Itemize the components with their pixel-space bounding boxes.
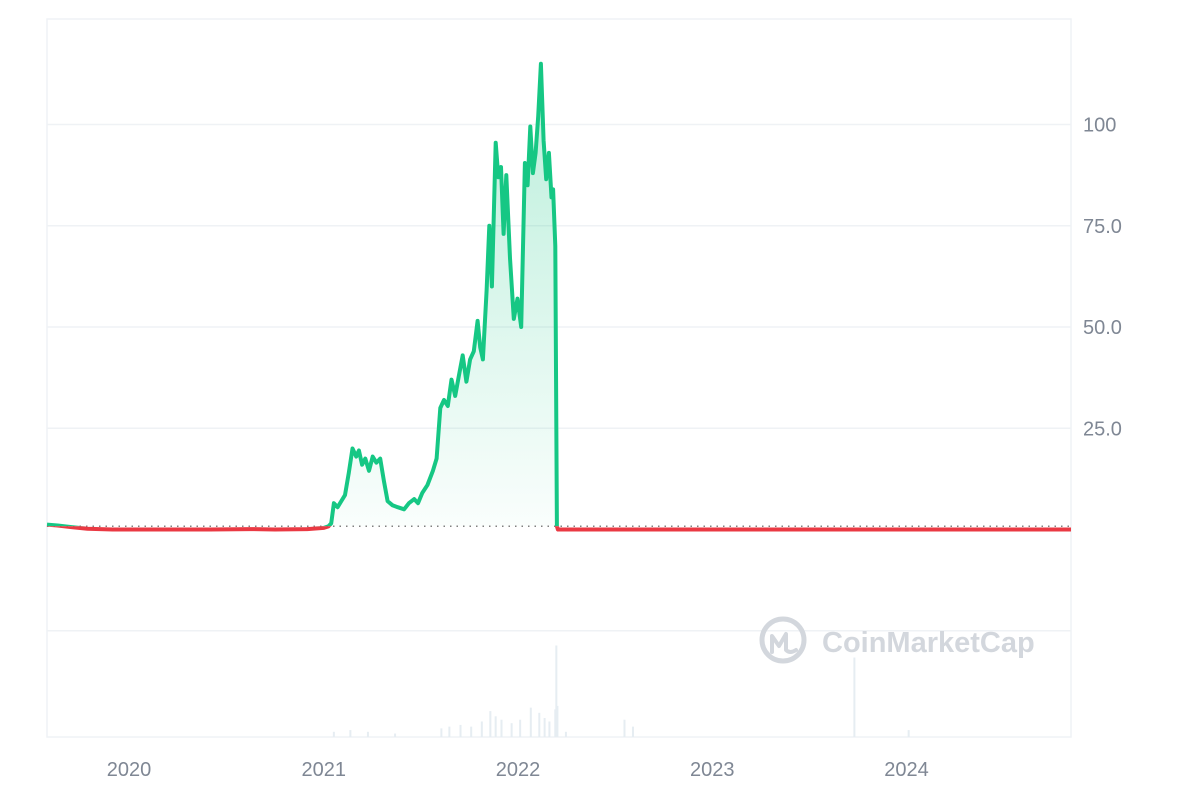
x-tick-label: 2024 xyxy=(884,759,929,781)
price-line-up xyxy=(46,61,559,527)
volume-bar xyxy=(564,731,567,737)
volume-bar xyxy=(623,719,626,737)
volume-bars xyxy=(332,645,910,737)
volume-bar xyxy=(555,645,558,737)
volume-bar xyxy=(548,721,551,737)
volume-bar xyxy=(500,719,503,737)
volume-bar xyxy=(440,728,443,737)
volume-bar xyxy=(494,716,497,737)
volume-bar xyxy=(529,707,532,737)
x-tick-label: 2021 xyxy=(302,759,347,781)
price-line xyxy=(46,61,1071,532)
volume-bar xyxy=(459,724,462,737)
volume-bar xyxy=(349,730,352,737)
volume-bar xyxy=(366,731,369,737)
y-axis: 25.0 50.0 75.0 100 xyxy=(1083,115,1122,441)
watermark-text: CoinMarketCap xyxy=(822,627,1035,659)
volume-bar xyxy=(631,726,634,737)
volume-bar xyxy=(853,657,856,737)
y-tick-label: 100 xyxy=(1083,115,1116,137)
volume-bar xyxy=(480,721,483,737)
volume-bar xyxy=(543,718,546,737)
x-axis: 2020 2021 2022 2023 2024 xyxy=(107,759,929,781)
x-tick-label: 2022 xyxy=(496,759,541,781)
y-tick-label: 25.0 xyxy=(1083,418,1122,440)
coinmarketcap-logo-icon xyxy=(759,616,807,664)
volume-bar xyxy=(489,711,492,737)
volume-bar xyxy=(510,723,513,737)
gridlines xyxy=(47,123,1071,632)
volume-bar xyxy=(470,726,473,737)
volume-bar xyxy=(332,731,335,737)
watermark: CoinMarketCap xyxy=(759,616,1035,664)
volume-bar xyxy=(519,719,522,737)
volume-bar xyxy=(554,709,557,737)
volume-bar xyxy=(538,712,541,737)
x-tick-label: 2023 xyxy=(690,759,735,781)
volume-bar xyxy=(448,726,451,737)
y-tick-label: 75.0 xyxy=(1083,216,1122,238)
price-line-down xyxy=(46,526,1071,532)
y-tick-label: 50.0 xyxy=(1083,317,1122,339)
price-area xyxy=(47,63,557,527)
volume-bar xyxy=(907,730,910,737)
plot-frame xyxy=(46,18,1072,738)
price-area-fill xyxy=(47,63,557,527)
x-tick-label: 2020 xyxy=(107,759,152,781)
volume-bar xyxy=(394,733,397,737)
volume-bar xyxy=(556,705,559,737)
